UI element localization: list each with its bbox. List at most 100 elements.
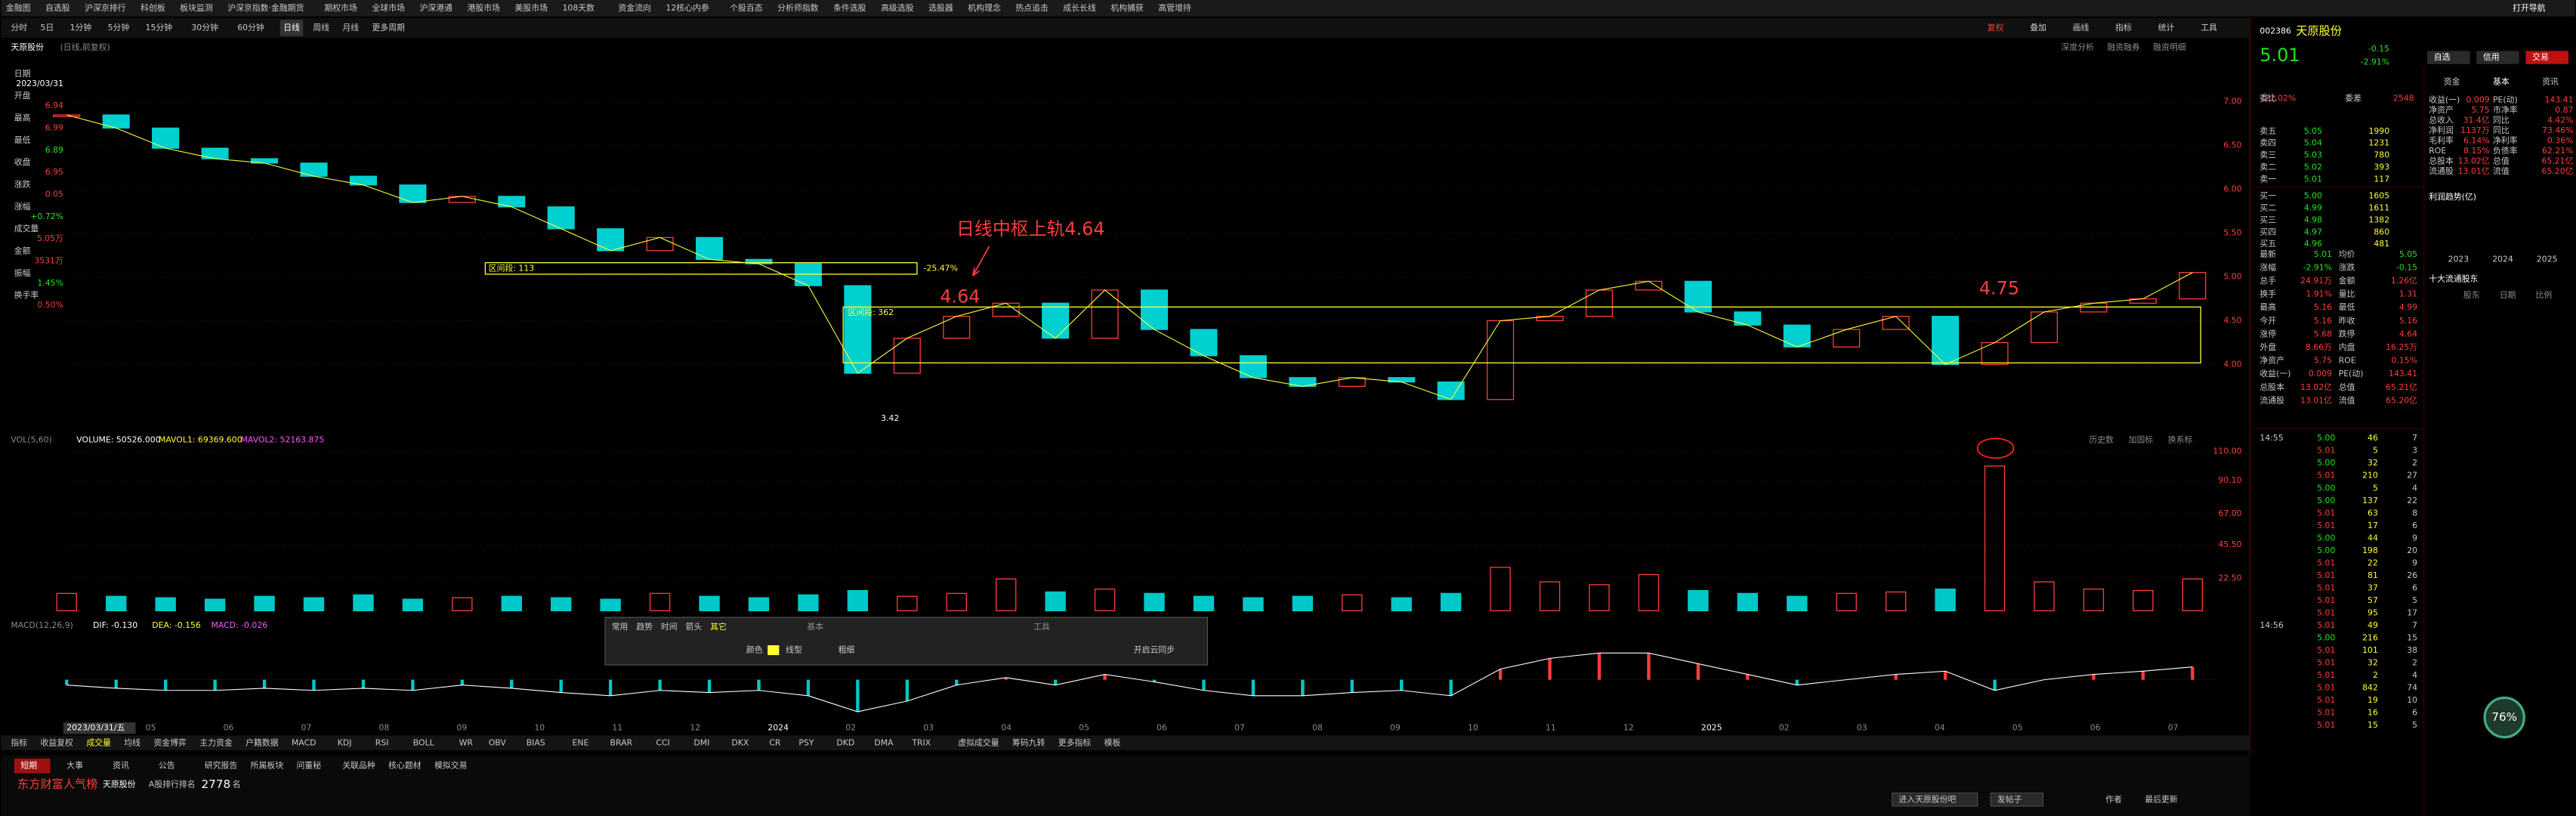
period-tab[interactable]: 5分钟	[108, 22, 130, 32]
period-tab[interactable]: 30分钟	[191, 22, 218, 32]
menu-item[interactable]: 期权市场	[324, 2, 357, 13]
menu-item[interactable]: 成长长线	[1063, 2, 1096, 13]
period-tab[interactable]: 60分钟	[237, 22, 264, 32]
tool-field[interactable]: 颜色	[746, 644, 763, 655]
menu-item[interactable]: 分析师指数	[777, 2, 818, 13]
action-button[interactable]: 交易	[2532, 51, 2549, 62]
bottom-tab[interactable]: 公告	[159, 761, 175, 771]
menu-item[interactable]: 机构理念	[968, 2, 1001, 13]
bottom-tab[interactable]: 短期	[20, 760, 37, 771]
indicator-tab[interactable]: BIAS	[527, 737, 545, 747]
indicator-tab[interactable]: 虚拟成交量	[958, 737, 999, 747]
tool-tab[interactable]: 箭头	[685, 621, 702, 632]
menu-item[interactable]: 沪深京指数·金融期货	[227, 2, 304, 13]
menu-item[interactable]: 科创板	[141, 2, 165, 13]
toolbar-button[interactable]: 指标	[2115, 22, 2132, 32]
indicator-tab[interactable]: TRIX	[911, 737, 931, 747]
period-tab[interactable]: 5日	[40, 23, 54, 32]
menu-item[interactable]: 12核心内参	[666, 2, 709, 13]
menu-item[interactable]: 条件选股	[833, 2, 866, 13]
menu-item[interactable]: 选股器	[928, 3, 953, 13]
chart-link[interactable]: 融资明细	[2153, 42, 2186, 52]
menu-item[interactable]: 高管增持	[1158, 2, 1191, 13]
indicator-tab[interactable]: ENE	[573, 737, 589, 747]
period-tab[interactable]: 日线	[283, 22, 300, 32]
indicator-tab[interactable]: DKD	[836, 737, 854, 747]
indicator-tab[interactable]: KDJ	[338, 737, 352, 747]
toolbar-button[interactable]: 画线	[2073, 22, 2090, 32]
tool-field[interactable]: 粗细	[839, 645, 855, 655]
menu-item[interactable]: 全球市场	[372, 2, 405, 13]
button[interactable]: 发帖子	[1997, 793, 2022, 804]
bottom-tab[interactable]: 研究报告	[205, 760, 238, 771]
action-button[interactable]: 自选	[2434, 52, 2451, 62]
toolbar-button[interactable]: 叠加	[2030, 23, 2046, 32]
indicator-tab[interactable]: MACD	[292, 737, 317, 747]
period-tab[interactable]: 1分钟	[70, 22, 92, 32]
indicator-tab[interactable]: BRAR	[610, 737, 633, 747]
chart-link[interactable]: 深度分析	[2062, 42, 2095, 52]
menu-item[interactable]: 资金流向	[618, 2, 650, 13]
fund-tab[interactable]: 资金	[2444, 76, 2460, 87]
menu-item[interactable]: 港股市场	[467, 2, 500, 13]
bottom-tab[interactable]: 问董秘	[296, 760, 321, 771]
indicator-tab[interactable]: 户籍数据	[246, 737, 279, 747]
indicator-tab[interactable]: 资金博弈	[153, 737, 187, 747]
tool-tab[interactable]: 趋势	[636, 622, 653, 632]
menu-item[interactable]: 机构捕获	[1110, 2, 1144, 13]
menu-item[interactable]: 金融图	[6, 2, 31, 13]
period-tab[interactable]: 分时	[11, 23, 27, 32]
menu-item[interactable]: 108天数	[563, 3, 595, 13]
indicator-tab[interactable]: 成交量	[86, 737, 111, 747]
indicator-tab[interactable]: 更多指标	[1058, 737, 1092, 747]
indicator-tab[interactable]: 均线	[124, 737, 141, 747]
menu-item[interactable]: 自选股	[45, 3, 70, 13]
tool-tab[interactable]: 常用	[612, 622, 629, 632]
indicator-tab[interactable]: DMI	[693, 737, 709, 747]
fund-tab[interactable]: 资讯	[2542, 77, 2559, 87]
menu-item[interactable]: 热点追击	[1015, 2, 1049, 13]
period-tab[interactable]: 周线	[313, 22, 329, 32]
indicator-tab[interactable]: 主力资金	[199, 737, 233, 747]
period-tab[interactable]: 15分钟	[146, 22, 173, 32]
bottom-tab[interactable]: 所属板块	[251, 760, 284, 771]
indicator-tab[interactable]: WR	[459, 737, 474, 747]
indicator-tab[interactable]: CCI	[656, 737, 669, 747]
indicator-tab[interactable]: 收益复权	[40, 737, 73, 747]
fund-tab[interactable]: 基本	[2493, 76, 2510, 87]
menu-item[interactable]: 高级选股	[881, 2, 914, 13]
indicator-tab[interactable]: 筹码九转	[1012, 737, 1046, 747]
menu-item[interactable]: 沪深港通	[419, 2, 452, 13]
indicator-tab[interactable]: DMA	[874, 737, 894, 747]
bottom-tab[interactable]: 核心题材	[388, 760, 422, 771]
indicator-tab[interactable]: PSY	[798, 737, 814, 747]
toolbar-button[interactable]: 统计	[2158, 23, 2175, 32]
menu-item[interactable]: 板块监测	[180, 2, 213, 13]
bottom-tab[interactable]: 模拟交易	[434, 760, 467, 771]
indicator-tab[interactable]: 模板	[1104, 737, 1121, 747]
menu-item[interactable]: 沪深京排行	[85, 2, 125, 13]
menu-item[interactable]: 美股市场	[514, 2, 548, 13]
tool-field[interactable]: 开启云同步	[1134, 645, 1175, 655]
tool-tab[interactable]: 其它	[710, 621, 727, 632]
nav-button[interactable]: 打开导航	[2513, 2, 2546, 13]
chart-link[interactable]: 融资融券	[2107, 42, 2140, 52]
toolbar-button[interactable]: 复权	[1988, 22, 2004, 32]
indicator-tab[interactable]: CR	[769, 737, 781, 747]
menu-item[interactable]: 个股百态	[730, 3, 763, 13]
indicator-tab[interactable]: DKX	[731, 737, 749, 747]
tool-tab[interactable]: 时间	[661, 622, 678, 632]
tool-field[interactable]: 线型	[786, 644, 802, 655]
period-tab[interactable]: 更多周期	[372, 22, 405, 32]
period-tab[interactable]: 月线	[342, 22, 359, 32]
bottom-tab[interactable]: 大事	[66, 760, 83, 771]
indicator-tab[interactable]: OBV	[489, 737, 507, 747]
toolbar-button[interactable]: 工具	[2201, 23, 2217, 32]
button[interactable]: 进入天原股份吧	[1898, 794, 1956, 804]
indicator-tab[interactable]: 指标	[11, 737, 27, 747]
bottom-tab[interactable]: 资讯	[113, 761, 129, 771]
bottom-tab[interactable]: 关联品种	[342, 760, 375, 771]
indicator-tab[interactable]: BOLL	[413, 737, 434, 747]
indicator-tab[interactable]: RSI	[375, 737, 389, 747]
action-button[interactable]: 信用	[2483, 52, 2500, 62]
